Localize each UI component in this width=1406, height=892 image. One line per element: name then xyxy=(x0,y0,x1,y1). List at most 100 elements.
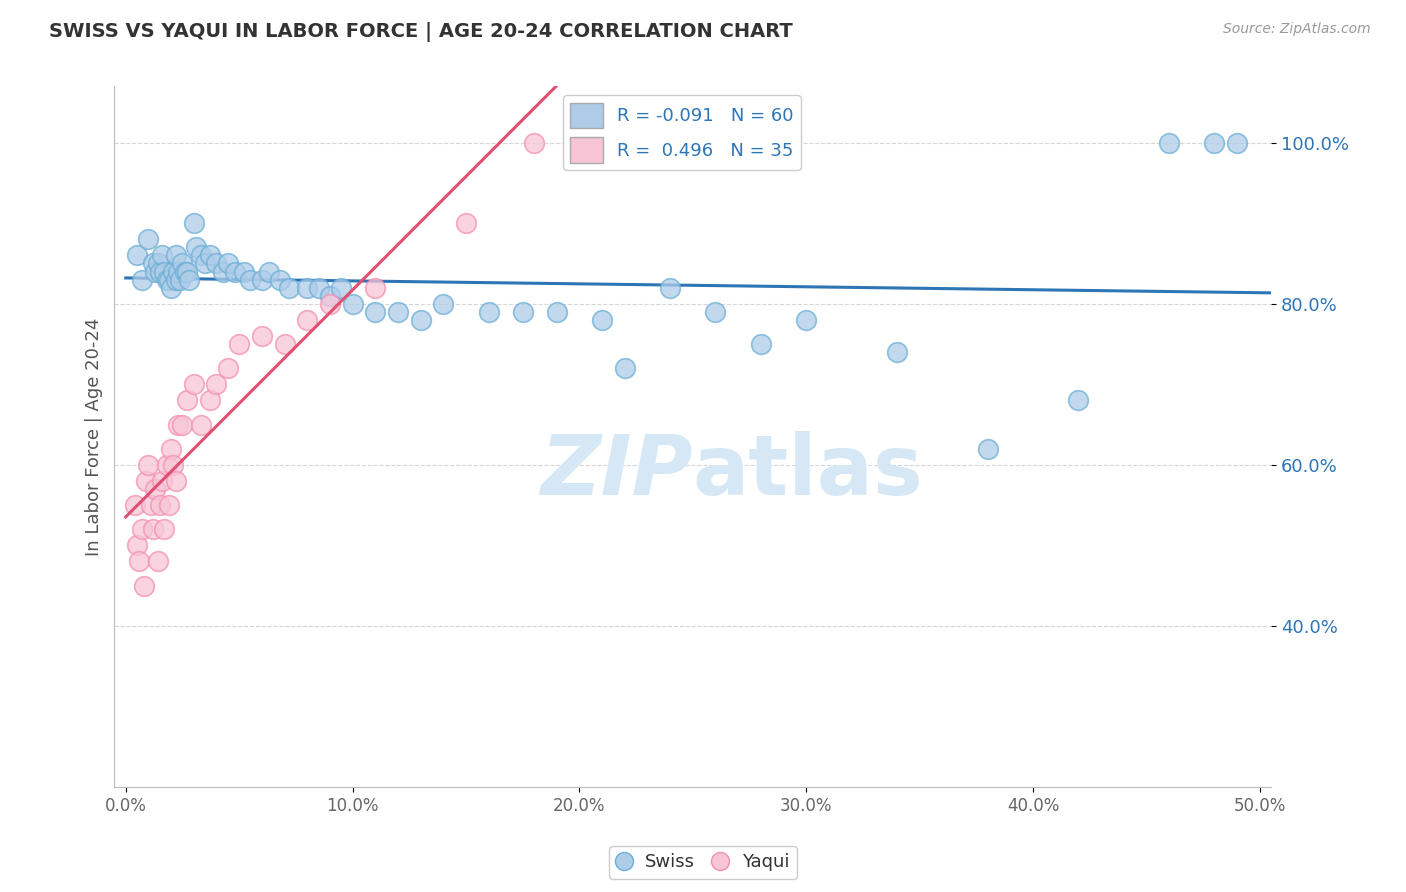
Point xyxy=(162,458,184,472)
Legend: R = -0.091   N = 60, R =  0.496   N = 35: R = -0.091 N = 60, R = 0.496 N = 35 xyxy=(562,95,801,170)
Point xyxy=(295,313,318,327)
Point xyxy=(162,264,184,278)
Point xyxy=(212,264,235,278)
Point xyxy=(146,554,169,568)
Point xyxy=(205,377,228,392)
Point xyxy=(250,329,273,343)
Point xyxy=(179,272,201,286)
Point xyxy=(172,256,194,270)
Point xyxy=(613,361,636,376)
Point xyxy=(138,232,160,246)
Point xyxy=(250,272,273,286)
Point xyxy=(228,337,250,351)
Point xyxy=(239,272,262,286)
Point xyxy=(142,522,165,536)
Point xyxy=(128,554,150,568)
Point xyxy=(364,280,387,294)
Point xyxy=(330,280,353,294)
Point xyxy=(127,248,149,262)
Point xyxy=(169,272,191,286)
Point xyxy=(150,474,173,488)
Point xyxy=(157,272,180,286)
Point xyxy=(512,305,534,319)
Point xyxy=(886,345,908,359)
Point xyxy=(160,442,183,456)
Point xyxy=(149,264,172,278)
Point xyxy=(546,305,568,319)
Text: ZIP: ZIP xyxy=(540,431,693,512)
Point xyxy=(190,248,212,262)
Text: Source: ZipAtlas.com: Source: ZipAtlas.com xyxy=(1223,22,1371,37)
Point xyxy=(232,264,254,278)
Point xyxy=(319,289,342,303)
Point xyxy=(176,264,198,278)
Point xyxy=(217,256,239,270)
Point xyxy=(131,522,153,536)
Point xyxy=(659,280,682,294)
Point xyxy=(308,280,330,294)
Point xyxy=(149,498,172,512)
Point xyxy=(198,393,221,408)
Point xyxy=(135,474,157,488)
Text: SWISS VS YAQUI IN LABOR FORCE | AGE 20-24 CORRELATION CHART: SWISS VS YAQUI IN LABOR FORCE | AGE 20-2… xyxy=(49,22,793,42)
Point xyxy=(205,256,228,270)
Point xyxy=(704,305,727,319)
Text: atlas: atlas xyxy=(693,431,924,512)
Point xyxy=(257,264,280,278)
Point xyxy=(278,280,301,294)
Point xyxy=(183,216,205,230)
Point xyxy=(976,442,998,456)
Point xyxy=(1157,136,1180,150)
Point xyxy=(319,297,342,311)
Point xyxy=(224,264,246,278)
Point xyxy=(143,482,166,496)
Point xyxy=(364,305,387,319)
Point xyxy=(157,498,180,512)
Point xyxy=(146,256,169,270)
Point xyxy=(155,458,177,472)
Point xyxy=(184,240,207,254)
Point xyxy=(131,272,153,286)
Point xyxy=(198,248,221,262)
Point xyxy=(432,297,454,311)
Point xyxy=(138,458,160,472)
Point xyxy=(269,272,291,286)
Point xyxy=(749,337,772,351)
Point xyxy=(127,538,149,552)
Point xyxy=(143,264,166,278)
Point xyxy=(217,361,239,376)
Point xyxy=(165,272,187,286)
Point xyxy=(387,305,409,319)
Point xyxy=(1226,136,1249,150)
Legend: Swiss, Yaqui: Swiss, Yaqui xyxy=(609,847,797,879)
Point xyxy=(165,474,187,488)
Point xyxy=(523,136,546,150)
Point xyxy=(591,313,613,327)
Point xyxy=(295,280,318,294)
Point xyxy=(165,248,187,262)
Point xyxy=(160,280,183,294)
Point xyxy=(1067,393,1090,408)
Point xyxy=(190,417,212,432)
Point xyxy=(173,264,195,278)
Point xyxy=(142,256,165,270)
Point xyxy=(172,417,194,432)
Point xyxy=(150,248,173,262)
Point xyxy=(139,498,162,512)
Y-axis label: In Labor Force | Age 20-24: In Labor Force | Age 20-24 xyxy=(86,318,103,556)
Point xyxy=(194,256,217,270)
Point xyxy=(124,498,146,512)
Point xyxy=(167,264,190,278)
Point xyxy=(155,272,177,286)
Point xyxy=(153,264,176,278)
Point xyxy=(183,377,205,392)
Point xyxy=(1204,136,1226,150)
Point xyxy=(454,216,477,230)
Point xyxy=(794,313,817,327)
Point xyxy=(273,337,295,351)
Point xyxy=(342,297,364,311)
Point xyxy=(132,578,155,592)
Point xyxy=(153,522,176,536)
Point xyxy=(176,393,198,408)
Point xyxy=(167,417,190,432)
